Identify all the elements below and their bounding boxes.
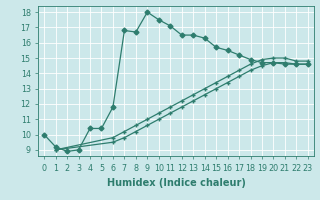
X-axis label: Humidex (Indice chaleur): Humidex (Indice chaleur) xyxy=(107,178,245,188)
